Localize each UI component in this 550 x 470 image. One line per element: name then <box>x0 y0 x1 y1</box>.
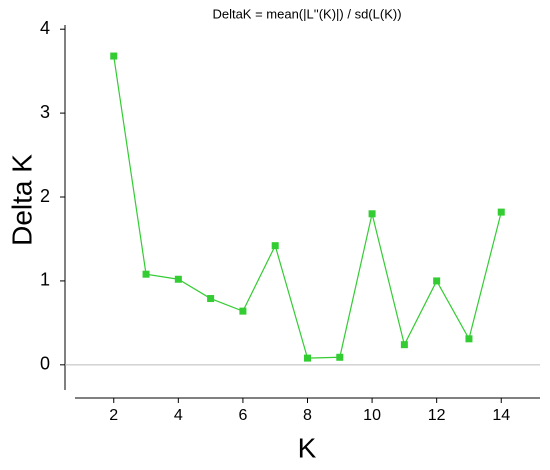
point <box>142 270 150 278</box>
point <box>368 210 376 218</box>
y-tick-label: 1 <box>40 270 50 290</box>
point <box>304 354 311 362</box>
point <box>465 335 473 343</box>
y-tick-label: 3 <box>40 102 50 122</box>
x-tick-label: 8 <box>303 407 312 424</box>
y-tick-label: 0 <box>40 354 50 374</box>
y-axis-label: Delta K <box>6 154 37 246</box>
x-tick-label: 10 <box>363 407 381 424</box>
point <box>336 353 344 361</box>
x-tick-label: 4 <box>174 407 183 424</box>
point <box>110 52 118 60</box>
point <box>497 208 505 216</box>
x-tick-label: 12 <box>428 407 446 424</box>
point <box>400 341 408 349</box>
x-tick-label: 2 <box>109 407 118 424</box>
y-tick-label: 2 <box>40 186 50 206</box>
x-tick-label: 14 <box>492 407 510 424</box>
y-tick-label: 4 <box>40 18 50 38</box>
series-line <box>113 55 502 359</box>
point <box>174 275 182 283</box>
chart-title: DeltaK = mean(|L''(K)|) / sd(L(K)) <box>212 6 401 21</box>
x-axis-label: K <box>298 432 317 463</box>
point <box>239 307 247 315</box>
x-tick-label: 6 <box>238 407 247 424</box>
point <box>433 277 441 285</box>
point <box>271 242 279 250</box>
point <box>207 295 215 303</box>
